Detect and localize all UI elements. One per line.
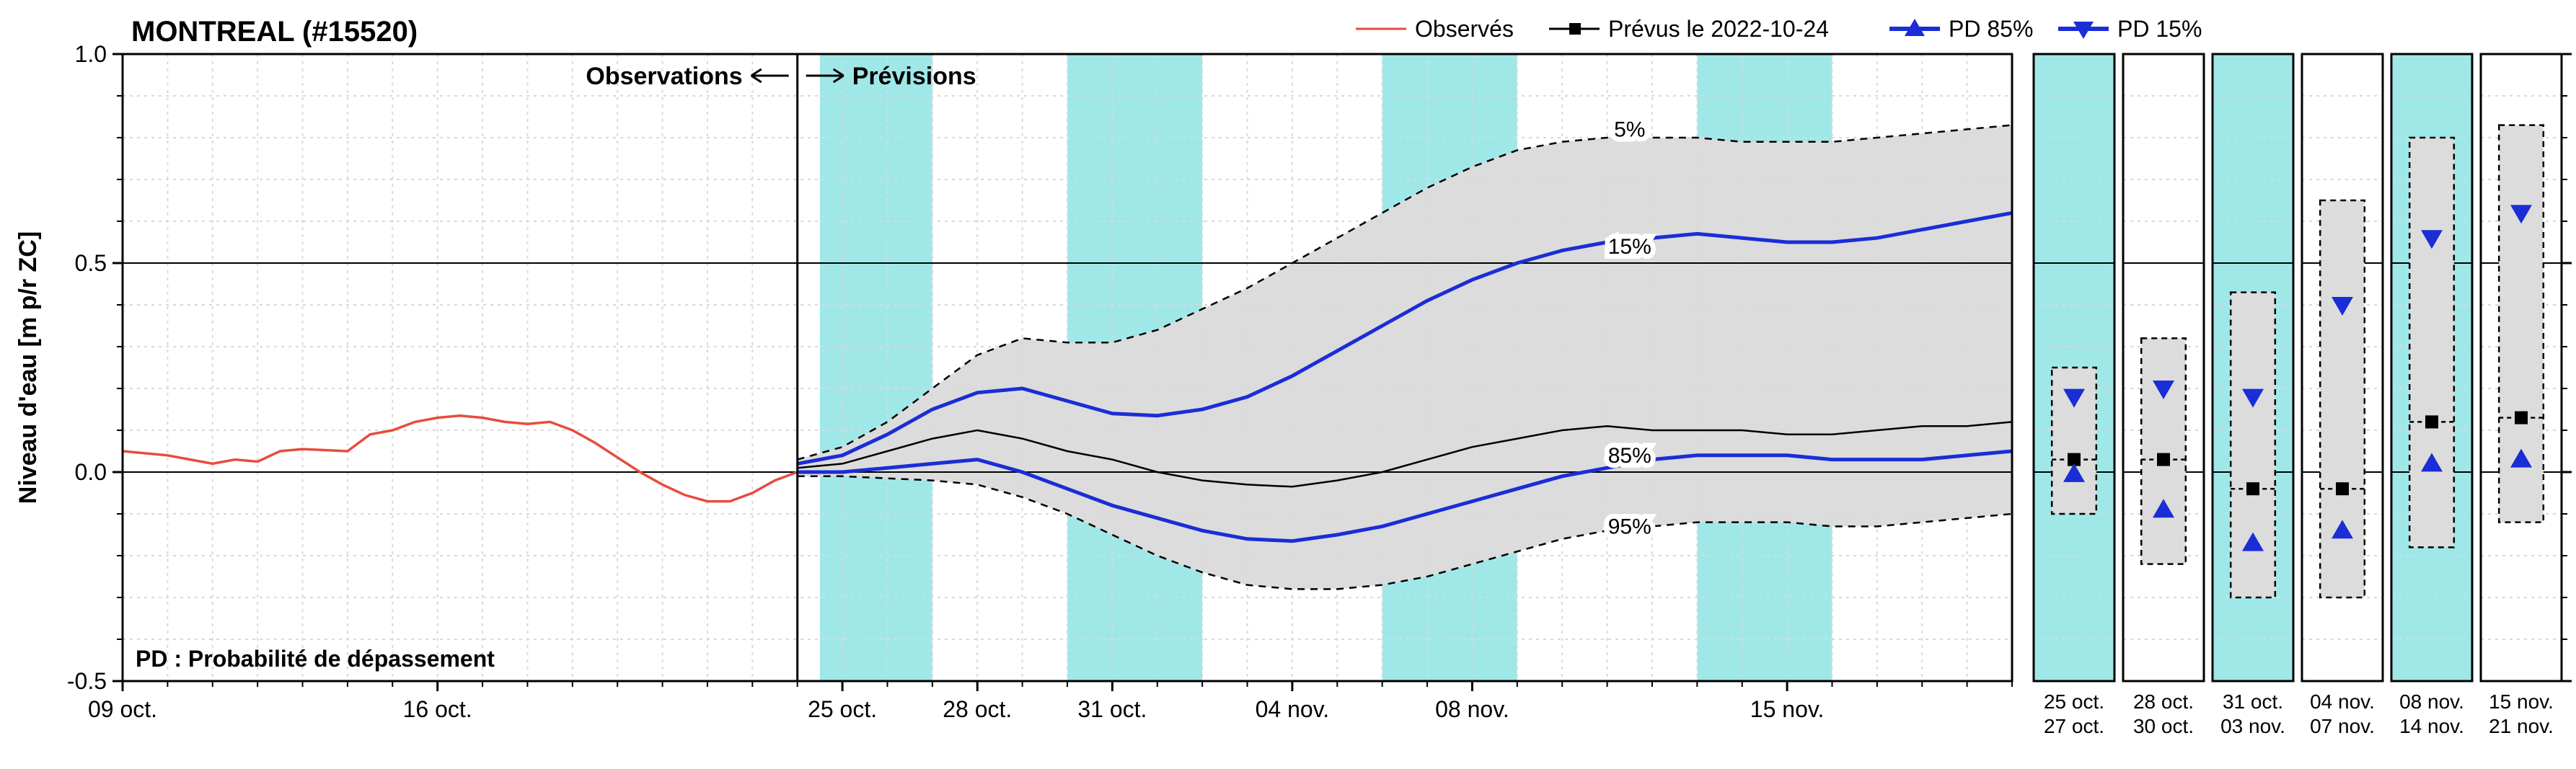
pct-annotation: 15% bbox=[1608, 235, 1651, 259]
panel-label-bottom: 07 nov. bbox=[2310, 715, 2375, 737]
x-tick-label: 31 oct. bbox=[1077, 696, 1147, 722]
y-tick-label: -0.5 bbox=[67, 668, 107, 694]
svg-text:PD 15%: PD 15% bbox=[2117, 16, 2202, 42]
panel-label-bottom: 14 nov. bbox=[2399, 715, 2464, 737]
y-tick-label: 1.0 bbox=[75, 41, 107, 67]
pct-annotation: 5% bbox=[1614, 117, 1645, 141]
panel-label-bottom: 21 nov. bbox=[2489, 715, 2554, 737]
x-tick-label: 25 oct. bbox=[808, 696, 877, 722]
previsions-label: Prévisions bbox=[852, 63, 976, 90]
main-plot: Observations Prévisions 5% 15% 85% 95% PD : Pr… bbox=[14, 16, 2012, 722]
y-axis-label: Niveau d'eau [m p/r ZC] bbox=[14, 231, 42, 504]
small-panel: 15 nov.21 nov. bbox=[2481, 54, 2562, 737]
svg-text:PD 85%: PD 85% bbox=[1949, 16, 2033, 42]
panel-label-top: 25 oct. bbox=[2044, 690, 2104, 713]
x-tick-label: 09 oct. bbox=[88, 696, 157, 722]
svg-text:Observés: Observés bbox=[1415, 16, 1514, 42]
square-marker-icon bbox=[2336, 482, 2349, 495]
small-panel: 04 nov.07 nov. bbox=[2302, 54, 2383, 737]
panel-label-top: 04 nov. bbox=[2310, 690, 2375, 713]
panel-band bbox=[2141, 338, 2186, 564]
pct-annotation: 95% bbox=[1608, 515, 1651, 538]
panel-label-top: 15 nov. bbox=[2489, 690, 2554, 713]
x-tick-label: 15 nov. bbox=[1750, 696, 1825, 722]
x-tick-label: 28 oct. bbox=[943, 696, 1012, 722]
y-tick-label: 0.5 bbox=[75, 250, 107, 276]
x-tick-label: 16 oct. bbox=[403, 696, 472, 722]
square-marker-icon bbox=[2157, 453, 2170, 466]
panel-label-bottom: 03 nov. bbox=[2220, 715, 2285, 737]
square-marker-icon bbox=[2425, 415, 2438, 428]
small-panel: 08 nov.14 nov. bbox=[2391, 54, 2472, 737]
y-tick-label: 0.0 bbox=[75, 459, 107, 485]
observations-label: Observations bbox=[586, 63, 742, 90]
panel-label-top: 28 oct. bbox=[2133, 690, 2194, 713]
small-panel: 25 oct.27 oct. bbox=[2034, 54, 2114, 737]
small-panel: 31 oct.03 nov. bbox=[2213, 54, 2293, 737]
pct-annotation: 85% bbox=[1608, 444, 1651, 468]
panel-band bbox=[2231, 293, 2275, 597]
panel-label-top: 08 nov. bbox=[2399, 690, 2464, 713]
panel-label-bottom: 27 oct. bbox=[2044, 715, 2104, 737]
panel-label-top: 31 oct. bbox=[2223, 690, 2283, 713]
panel-band bbox=[2409, 138, 2454, 547]
small-panel: 28 oct.30 oct. bbox=[2123, 54, 2204, 737]
x-tick-label: 04 nov. bbox=[1256, 696, 1330, 722]
figure-root: Observations Prévisions 5% 15% 85% 95% PD : Pr… bbox=[0, 0, 2576, 769]
panel-label-bottom: 30 oct. bbox=[2133, 715, 2194, 737]
svg-text:Prévus le 2022-10-24: Prévus le 2022-10-24 bbox=[1608, 16, 1829, 42]
square-marker-icon bbox=[2515, 412, 2528, 424]
square-marker-icon bbox=[2246, 482, 2259, 495]
x-tick-label: 08 nov. bbox=[1435, 696, 1509, 722]
weekend-band bbox=[820, 54, 932, 681]
chart-title: MONTREAL (#15520) bbox=[131, 16, 418, 48]
footnote: PD : Probabilité de dépassement bbox=[136, 646, 495, 672]
